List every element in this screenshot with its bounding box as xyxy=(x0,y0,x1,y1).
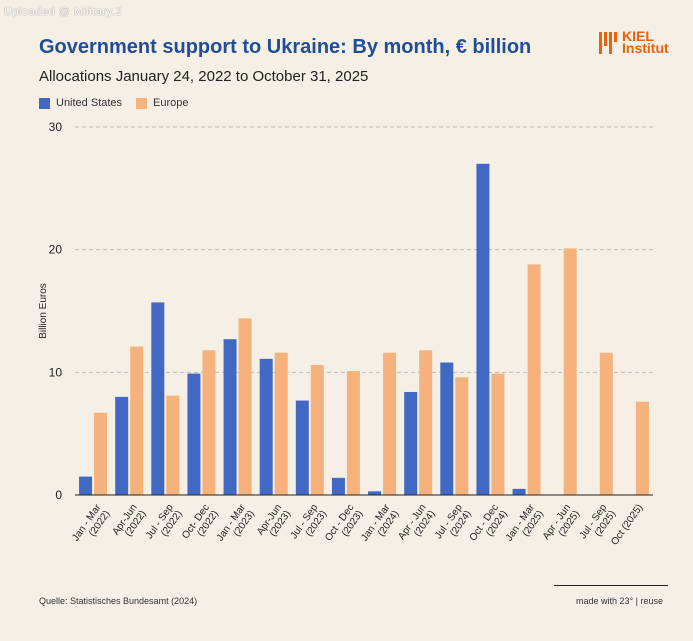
x-tick-label: Apr-Jun(2022) xyxy=(111,502,149,543)
bar-us xyxy=(404,391,418,495)
legend-item-us[interactable]: United States xyxy=(39,97,122,109)
bar-us xyxy=(476,163,490,496)
bar-us xyxy=(223,339,237,495)
x-tick-label: Apr - Jun(2025) xyxy=(541,502,582,548)
y-axis-title: Billion Euros xyxy=(38,283,49,339)
x-tick-label: Jan - Mar(2023) xyxy=(215,502,258,550)
kiel-institut-logo[interactable]: KIEL Institut xyxy=(599,28,669,56)
y-tick-label: 0 xyxy=(55,488,62,502)
chart-subtitle: Allocations January 24, 2022 to October … xyxy=(39,68,369,85)
x-tick-label: Oct- Dec(2022) xyxy=(180,502,221,547)
legend-swatch-us xyxy=(39,97,50,109)
bar-us xyxy=(151,302,165,495)
bar-us xyxy=(187,373,201,495)
bar-europe xyxy=(94,412,108,495)
x-tick-label: Jan - Mar(2024) xyxy=(359,502,402,550)
bar-us xyxy=(368,491,382,495)
footer-divider xyxy=(554,585,668,586)
x-tick-label: Oct - Dec(2024) xyxy=(468,502,510,549)
bar-europe xyxy=(130,346,144,495)
bar-us xyxy=(115,396,129,495)
bar-europe xyxy=(527,264,541,495)
logo-line-1: KIEL xyxy=(622,28,654,44)
bar-europe xyxy=(455,377,469,495)
x-tick-label: Jul - Sep(2023) xyxy=(289,502,330,547)
bar-us xyxy=(259,358,273,495)
bar-us xyxy=(79,476,93,495)
bar-europe xyxy=(166,395,180,495)
y-tick-label: 20 xyxy=(49,243,63,257)
x-tick-label: Apr-Jun(2023) xyxy=(255,502,293,543)
legend: United States Europe xyxy=(39,97,203,109)
logo-mark-icon xyxy=(599,32,619,54)
logo-text: KIEL Institut xyxy=(622,28,669,56)
legend-swatch-europe xyxy=(136,97,148,109)
x-tick-label-line: Oct (2025) xyxy=(609,502,645,547)
bar-europe xyxy=(599,352,613,495)
bar-europe xyxy=(563,248,577,495)
bar-europe xyxy=(310,364,324,495)
bar-europe xyxy=(635,401,649,495)
source-note: Quelle: Statistisches Bundesamt (2024) xyxy=(39,596,198,606)
legend-item-europe[interactable]: Europe xyxy=(136,97,189,109)
bar-us xyxy=(440,362,454,495)
x-tick-label: Jul - Sep(2022) xyxy=(144,502,185,547)
x-tick-label: Jul - Sep(2024) xyxy=(433,502,474,547)
legend-label-us: United States xyxy=(56,97,123,109)
x-tick-label: Oct (2025) xyxy=(609,502,645,547)
x-tick-label: Oct - Dec(2023) xyxy=(323,502,365,549)
bar-us xyxy=(331,477,345,495)
logo-line-2: Institut xyxy=(622,40,669,56)
watermark: Uploaded @ Military.2 xyxy=(4,6,123,18)
y-tick-label: 30 xyxy=(49,120,63,134)
bar-europe xyxy=(274,352,288,495)
x-tick-label: Apr - Jun(2024) xyxy=(396,502,437,548)
x-tick-label: Jan - Mar(2025) xyxy=(504,502,547,550)
bar-us xyxy=(295,400,309,495)
legend-label-europe: Europe xyxy=(153,97,189,109)
bar-europe xyxy=(491,373,505,495)
bar-europe xyxy=(346,371,360,495)
bar-europe xyxy=(419,350,433,495)
bar-us xyxy=(512,488,526,495)
bar-europe xyxy=(383,352,397,495)
made-with-link[interactable]: made with 23° | reuse xyxy=(576,596,663,606)
chart-title: Government support to Ukraine: By month,… xyxy=(39,36,532,58)
x-tick-label: Jan - Mar(2022) xyxy=(70,502,113,550)
bar-europe xyxy=(238,318,252,495)
bar-europe xyxy=(202,350,216,495)
y-tick-label: 10 xyxy=(49,365,63,379)
